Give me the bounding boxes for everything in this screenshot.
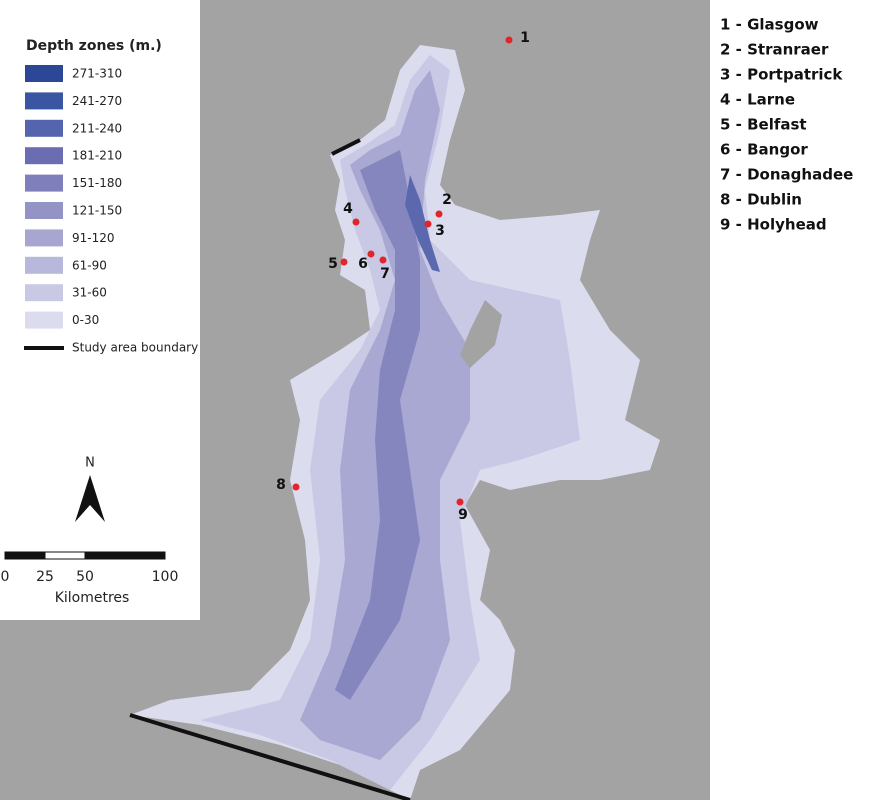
place-number: 2 [442,192,452,208]
scale-tick-label: 25 [36,569,54,585]
sea-211-240 [405,175,440,272]
place-list-item: 3 - Portpatrick [720,66,843,84]
legend-label: 151-180 [72,176,122,190]
scale-unit: Kilometres [55,590,130,606]
legend-label: 241-270 [72,94,122,108]
place-marker [424,220,432,228]
place-number: 5 [328,256,338,272]
place-marker [379,256,387,264]
place-marker [367,250,375,258]
legend-swatch [25,311,63,329]
place-number: 1 [520,30,530,46]
place-number: 3 [435,223,445,239]
place-list-item: 6 - Bangor [720,141,808,159]
place-number: 4 [343,201,353,217]
isle-of-man [460,300,502,368]
legend-swatch [25,284,63,302]
place-marker [340,258,348,266]
scale-tick-label: 50 [76,569,94,585]
place-number: 6 [358,256,368,272]
place-number: 7 [380,266,390,282]
legend-label: 31-60 [72,286,107,300]
legend-swatch [25,256,63,274]
legend-label: 271-310 [72,67,122,81]
legend-swatch [25,229,63,247]
place-marker [456,498,464,506]
place-list-item: 2 - Stranraer [720,41,829,59]
study-boundary [331,138,361,156]
place-number: 8 [276,477,286,493]
place-list-panel [710,0,890,800]
place-list-item: 1 - Glasgow [720,16,819,34]
scale-segment [44,551,86,560]
scale-segment [84,551,166,560]
north-label: N [85,456,95,471]
sea-151-180 [335,150,420,700]
place-list-item: 4 - Larne [720,91,795,109]
legend-swatch [25,147,63,165]
place-marker [505,36,513,44]
place-list-item: 8 - Dublin [720,191,802,209]
scale-segment [4,551,46,560]
legend-boundary-label: Study area boundary [72,341,198,355]
place-number: 9 [458,507,468,523]
place-list-item: 7 - Donaghadee [720,166,853,184]
place-marker [292,483,300,491]
place-marker [352,218,360,226]
scale-tick-label: 0 [1,569,10,585]
legend-swatch [25,174,63,192]
legend-label: 0-30 [72,313,99,327]
legend-label: 121-150 [72,204,122,218]
place-list-item: 5 - Belfast [720,116,807,134]
north-arrow [75,475,105,522]
legend-label: 211-240 [72,121,122,135]
scale-tick-label: 100 [152,569,179,585]
study-boundary [129,713,411,800]
legend-label: 61-90 [72,258,107,272]
legend-label: 91-120 [72,231,115,245]
legend-swatch [25,92,63,110]
place-marker [435,210,443,218]
legend-swatch [25,119,63,137]
legend-title: Depth zones (m.) [26,38,162,54]
legend-swatch [25,202,63,219]
legend-swatch [25,65,63,82]
legend-label: 181-210 [72,149,122,163]
place-list-item: 9 - Holyhead [720,216,827,234]
